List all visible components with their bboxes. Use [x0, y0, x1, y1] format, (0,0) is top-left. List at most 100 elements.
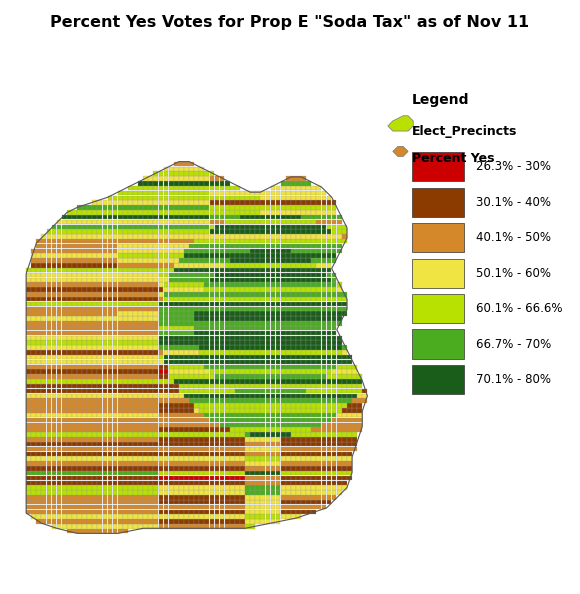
Bar [41, 466, 46, 470]
Bar [255, 297, 260, 302]
Bar [164, 239, 168, 244]
Bar [317, 292, 321, 296]
Bar [240, 350, 245, 355]
Bar [266, 336, 270, 340]
Bar [291, 413, 296, 418]
Bar [77, 437, 82, 441]
Bar [72, 345, 77, 350]
Bar [62, 292, 67, 296]
Bar [108, 340, 113, 345]
Bar [26, 500, 31, 504]
Bar [311, 355, 316, 359]
Bar [67, 340, 72, 345]
Bar [225, 234, 230, 239]
Bar [169, 495, 173, 500]
Bar [174, 229, 179, 234]
Bar [245, 437, 250, 441]
Bar [52, 422, 56, 427]
Bar [215, 462, 219, 466]
Bar [266, 466, 270, 470]
Bar [311, 447, 316, 451]
Bar [276, 244, 281, 248]
Bar [189, 360, 194, 364]
Bar [327, 215, 331, 219]
Bar [291, 456, 296, 461]
Bar [62, 442, 67, 447]
Bar [82, 408, 87, 413]
Bar [179, 302, 184, 307]
Bar [82, 331, 87, 335]
Bar [179, 307, 184, 311]
Bar [255, 384, 260, 388]
Bar [301, 263, 306, 268]
Bar [67, 519, 72, 524]
Bar [204, 225, 209, 229]
Bar [245, 495, 250, 500]
Bar [220, 481, 224, 485]
Bar [301, 283, 306, 287]
Bar [154, 336, 158, 340]
Bar [82, 311, 87, 316]
Bar [179, 369, 184, 374]
Bar [92, 451, 97, 456]
Bar [296, 215, 301, 219]
Bar [245, 326, 250, 330]
Bar [200, 389, 204, 393]
Bar [194, 495, 199, 500]
Bar [281, 225, 285, 229]
Bar [37, 244, 41, 248]
Bar [37, 268, 41, 273]
Bar [245, 476, 250, 480]
Bar [103, 510, 107, 514]
Bar [281, 331, 285, 335]
Bar [230, 316, 235, 321]
Bar [250, 500, 255, 504]
Bar [260, 384, 265, 388]
Bar [291, 195, 296, 200]
Bar [250, 355, 255, 359]
Bar [77, 220, 82, 224]
Bar [200, 215, 204, 219]
Bar [245, 447, 250, 451]
Bar [321, 462, 327, 466]
Bar [46, 519, 51, 524]
Bar [87, 403, 92, 407]
Bar [321, 345, 327, 350]
Bar [138, 225, 143, 229]
Bar [158, 336, 164, 340]
Bar [200, 249, 204, 253]
Bar [337, 350, 342, 355]
Bar [133, 403, 138, 407]
Bar [311, 408, 316, 413]
Bar [306, 495, 311, 500]
Bar [245, 413, 250, 418]
Bar [72, 239, 77, 244]
Bar [31, 514, 36, 519]
Bar [174, 326, 179, 330]
Bar [133, 428, 138, 432]
Bar [286, 447, 291, 451]
Bar [184, 292, 189, 296]
Bar [158, 316, 164, 321]
Bar [276, 428, 281, 432]
Bar [200, 485, 204, 490]
Bar [301, 340, 306, 345]
Bar [169, 239, 173, 244]
Bar [255, 374, 260, 379]
Bar [148, 225, 153, 229]
Bar [301, 369, 306, 374]
Bar [255, 311, 260, 316]
Bar [327, 490, 331, 495]
Bar [220, 321, 224, 326]
Bar [113, 389, 118, 393]
Bar [266, 321, 270, 326]
Bar [245, 268, 250, 273]
Bar [97, 200, 102, 205]
Bar [92, 481, 97, 485]
Bar [62, 471, 67, 475]
Bar [179, 166, 184, 171]
Bar [220, 374, 224, 379]
Bar [281, 254, 285, 258]
Bar [164, 210, 168, 214]
Bar [92, 514, 97, 519]
